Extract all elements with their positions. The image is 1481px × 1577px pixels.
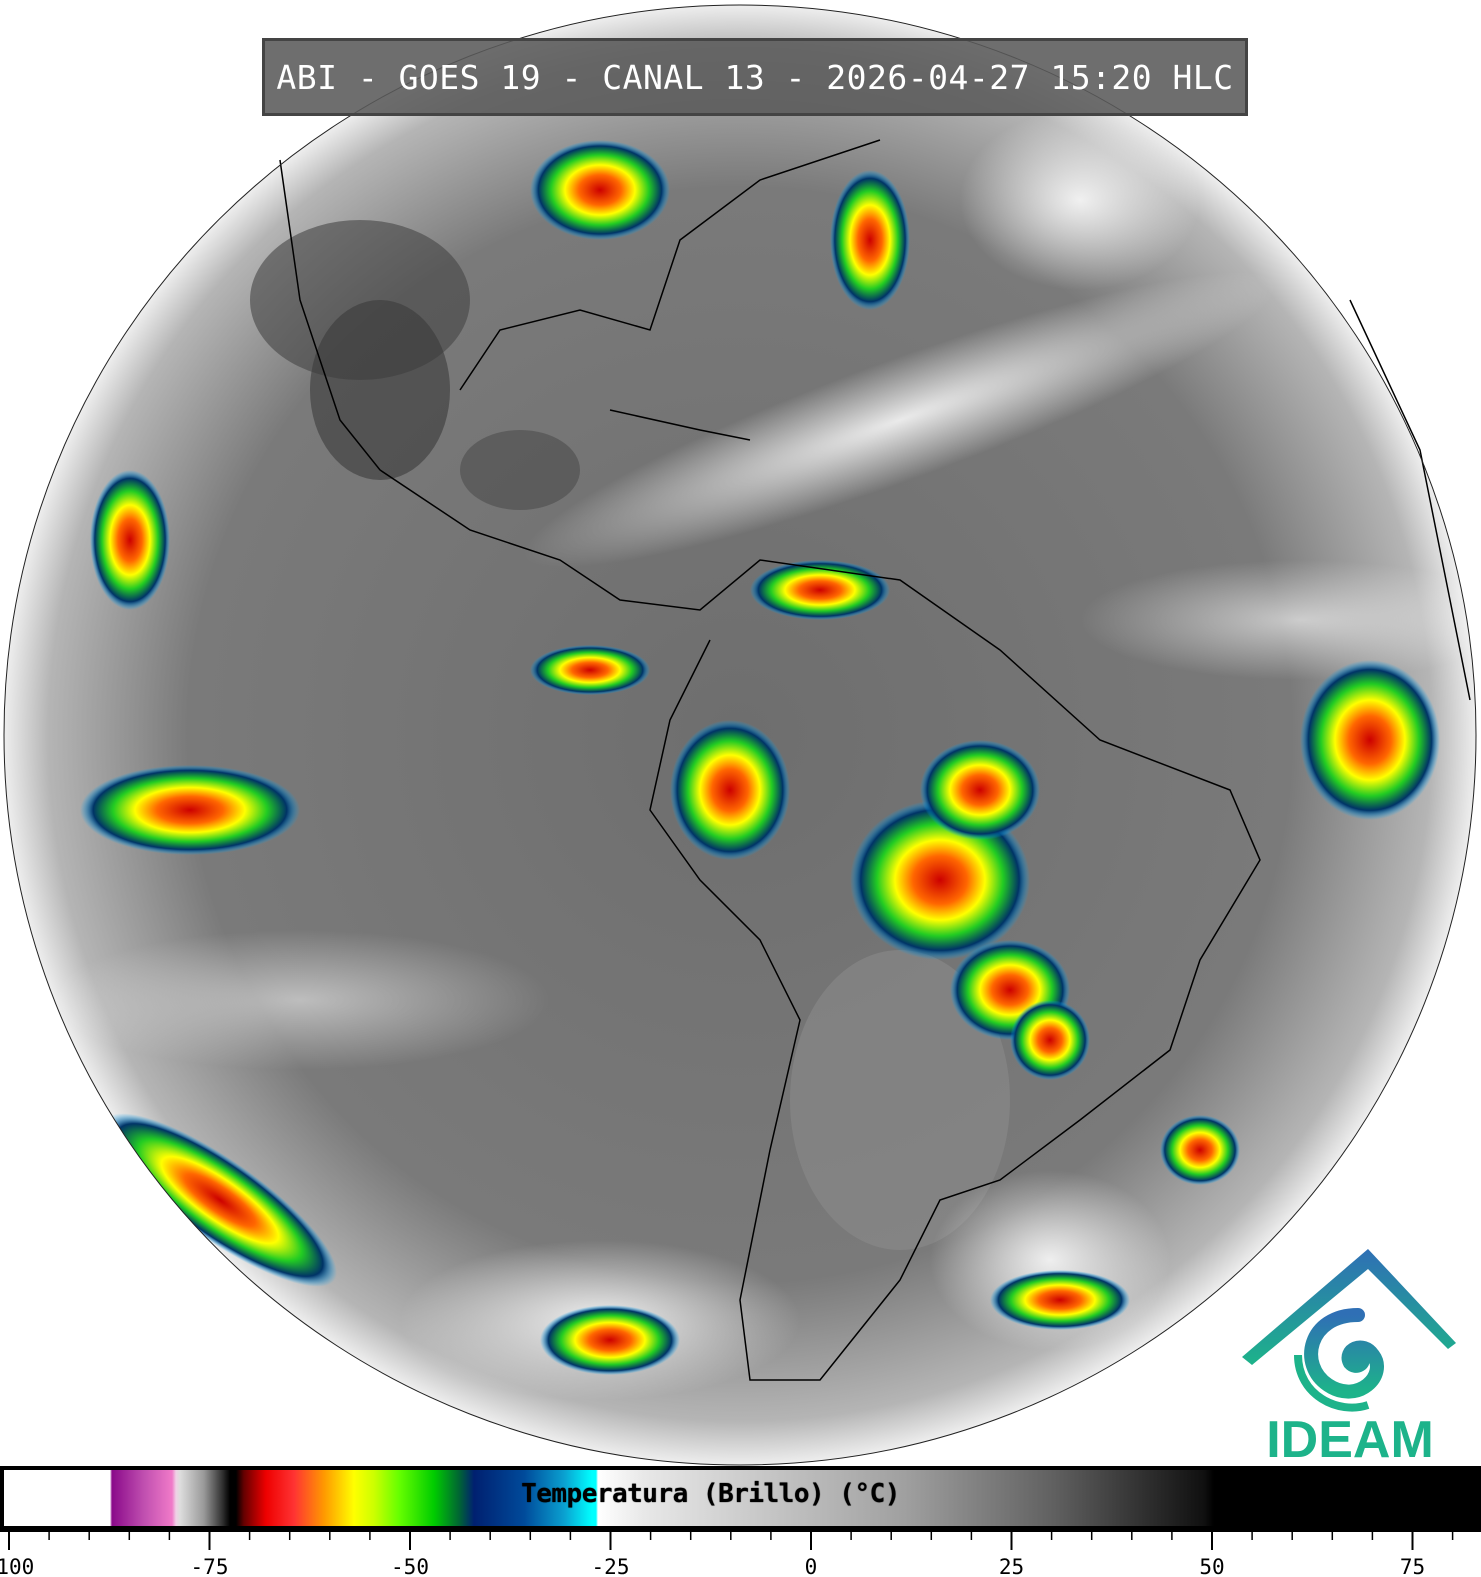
colorbar bbox=[0, 1466, 1481, 1532]
satellite-earth-disk bbox=[3, 4, 1477, 1466]
tick-label: -100 bbox=[0, 1555, 34, 1577]
tick-label: -25 bbox=[592, 1555, 630, 1577]
roof-icon bbox=[1242, 1249, 1456, 1365]
colorbar-label: Temperatura (Brillo) (°C) bbox=[521, 1479, 900, 1509]
tick-label: 25 bbox=[999, 1555, 1024, 1577]
tick-label: 75 bbox=[1400, 1555, 1425, 1577]
cloud-features bbox=[50, 110, 1476, 1400]
coastlines bbox=[279, 139, 1471, 1381]
tick-label: -75 bbox=[191, 1555, 229, 1577]
colorbar-gradient bbox=[4, 1470, 1477, 1526]
image-title: ABI - GOES 19 - CANAL 13 - 2026-04-27 15… bbox=[262, 38, 1248, 116]
logo-text: IDEAM bbox=[1266, 1411, 1434, 1465]
tick-label: 0 bbox=[805, 1555, 818, 1577]
colorbar-axis: -100 -75 -50 -25 0 25 50 75 bbox=[0, 1532, 1454, 1577]
spiral-icon bbox=[1304, 1308, 1384, 1399]
ideam-logo: IDEAM bbox=[1242, 1249, 1456, 1465]
tick-label: -50 bbox=[391, 1555, 429, 1577]
tick-label: 50 bbox=[1199, 1555, 1224, 1577]
